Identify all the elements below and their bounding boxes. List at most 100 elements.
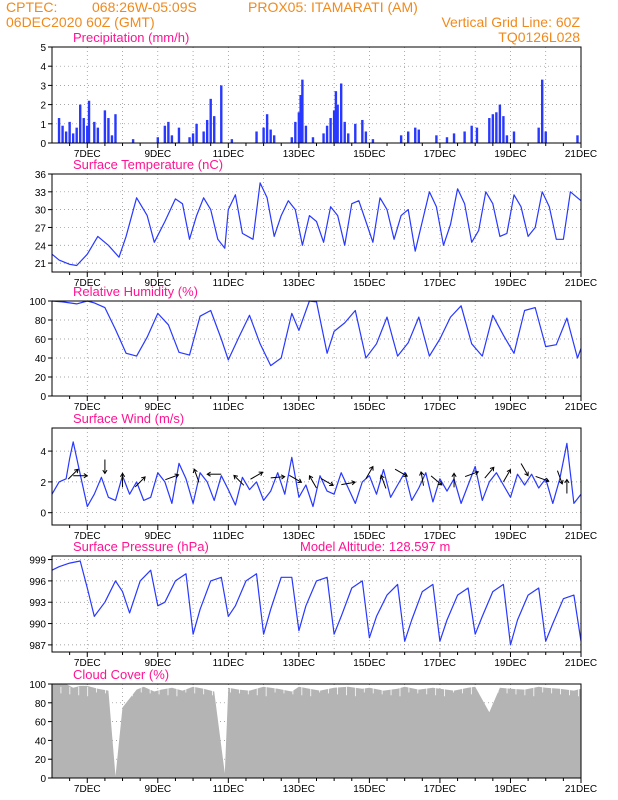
precip-bar [541,79,544,143]
y-tick-label: 2 [40,101,46,112]
wind-arrow-head [192,468,198,474]
wind-arrow-shaft [134,476,146,488]
precip-bar [537,127,540,143]
y-tick-label: 20 [35,373,47,384]
wind-arrow [520,463,529,477]
x-tick-label: 13DEC [283,402,315,413]
precip-bar [71,133,75,143]
precip-bar [177,127,181,143]
x-tick-label: 7DEC [74,278,101,289]
wind-arrow [320,477,334,487]
wind-arrow-head [351,480,357,486]
wind-arrow-head [308,475,314,480]
wind-arrow [451,472,457,488]
wind-arrow-head [74,468,79,474]
panel-title: Surface Wind (m/s) [73,411,184,426]
precip-bar [202,131,205,143]
y-tick-label: 4 [40,447,46,458]
wind-arrow [102,459,108,475]
x-tick-label: 13DEC [283,278,315,289]
precip-bar [79,104,82,143]
header: CPTEC: 068:26W-05:09S PROX05: ITAMARATI … [6,0,580,45]
x-tick-label: 13DEC [283,149,315,160]
panel-wind: 0 2 4 7DEC 9DEC 11DEC 13DEC 15DEC 17DEC 19DEC 21DE… [40,411,597,542]
x-tick-label: 11DEC [213,531,245,542]
precip-bar [57,118,61,143]
wind-arrow [430,475,443,486]
x-tick-label: 9DEC [144,658,171,669]
precip-bar [110,135,114,143]
x-tick-label: 7DEC [74,784,101,795]
x-tick-label: 15DEC [353,402,385,413]
wind-arrow-shaft [250,471,263,480]
wind-arrow [165,473,180,481]
wind-arrow-shaft [394,468,408,477]
precip-bar [255,131,258,143]
y-tick-label: 2 [40,478,46,489]
wind-arrow [206,471,222,477]
x-tick-label: 17DEC [424,402,456,413]
wind-arrow [289,474,303,483]
wind-arrow-shaft [341,481,356,486]
wind-arrow [67,468,79,480]
y-tick-label: 30 [35,206,47,217]
panel-frame [51,427,582,526]
wind-arrow-shaft [233,475,245,486]
precip-bar [544,131,547,143]
wind-arrow [73,473,89,479]
precip-bar [347,133,350,143]
x-tick-label: 11DEC [213,658,245,669]
panel-precip: 0 1 2 3 4 5 7DEC 9DEC 11DEC 13DEC 15DEC 17DEC 19DEC 2… [40,30,597,160]
x-tick-label: 9DEC [144,149,171,160]
y-tick-label: 987 [29,641,46,652]
wind-arrow [308,475,317,489]
wind-arrow-head [83,473,89,479]
precip-bar [82,118,85,143]
wind-arrow-head [102,469,108,475]
precip-bar [75,127,78,143]
y-tick-label: 3 [40,81,46,92]
wind-arrow-head [524,471,529,477]
wind-arrow-shaft [320,477,334,486]
x-tick-label: 11DEC [213,278,245,289]
wind-arrow-head [544,477,550,483]
precip-bar [114,114,117,143]
y-tick-label: 0 [40,392,46,403]
panel-frame [51,555,582,653]
panel-annotation: Model Altitude: 128.597 m [300,539,450,554]
wind-arrow-head [419,470,425,476]
wind-arrow-head [558,479,564,485]
wind-arrow [341,480,357,486]
wind-arrow-head [141,476,146,481]
precip-bar [156,137,159,143]
precip-bar [299,95,302,143]
y-tick-label: 100 [29,680,46,691]
x-tick-label: 19DEC [494,531,526,542]
y-tick-label: 60 [35,335,47,346]
header-source: CPTEC: [6,0,57,15]
y-tick-label: 36 [35,170,47,181]
precip-bar [505,135,509,143]
header-code: TQ0126L028 [498,29,580,45]
x-tick-label: 21DEC [565,278,597,289]
wind-arrow [134,476,146,488]
precip-bar [93,121,96,143]
precip-bar [406,131,410,143]
wind-arrow-head [474,470,480,476]
precip-bar [191,133,195,143]
precip-bar [167,121,170,143]
precip-bar [209,98,212,143]
precip-bar [272,135,276,143]
y-tick-label: 20 [35,755,47,766]
panel-cloud: 0 20 40 60 80 100 7DEC 9DEC 11DEC 13DEC 15DEC 17DEC… [29,667,597,795]
precip-bar [361,119,364,143]
x-tick-label: 21DEC [565,658,597,669]
wind-arrow-shaft [165,474,179,481]
precip-bar [213,116,216,143]
precip-bar [68,121,71,143]
precip-bar [435,135,438,143]
precip-bar [188,137,191,143]
wind-arrow-shaft [270,476,285,479]
precip-bar [491,114,495,143]
y-tick-label: 21 [35,259,47,270]
